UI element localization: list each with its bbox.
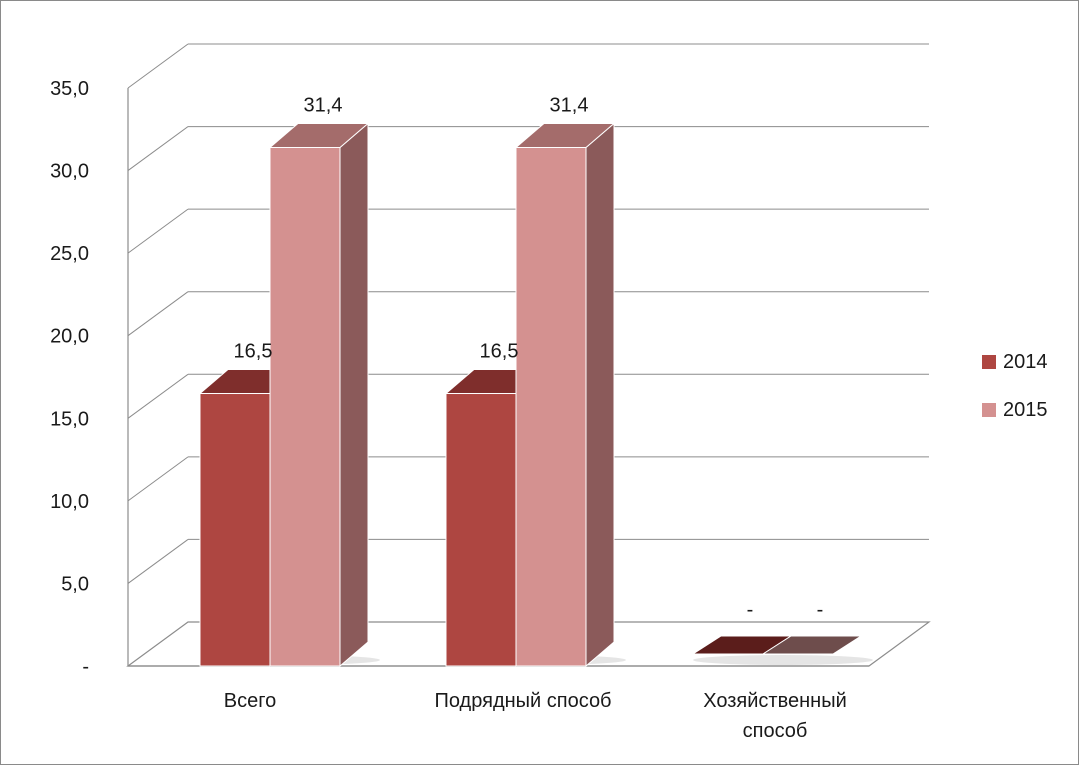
bar xyxy=(445,393,517,667)
y-tick-label: 5,0 xyxy=(61,573,89,595)
gridline-side xyxy=(127,456,189,502)
legend-swatch xyxy=(982,355,996,369)
data-label: 31,4 xyxy=(304,94,343,116)
data-label: - xyxy=(817,599,824,621)
x-tick-label: Подрядный способ xyxy=(434,690,611,712)
data-labels: 16,5 31,4 16,5 31,4 - - xyxy=(234,94,824,621)
x-tick-label: Хозяйственный способ xyxy=(703,690,847,742)
data-label: 16,5 xyxy=(480,341,519,363)
legend-label: 2014 xyxy=(1003,351,1048,373)
legend-label: 2015 xyxy=(1003,399,1048,421)
y-tick-label: 25,0 xyxy=(50,243,89,265)
chart-legend: 2014 2015 xyxy=(982,351,1048,421)
gridline-side xyxy=(127,539,189,584)
y-axis-ticks: - 5,0 10,0 15,0 20,0 25,0 30,0 35,0 xyxy=(50,78,89,678)
bar-floor-shadow xyxy=(693,655,873,665)
bar-top xyxy=(268,122,370,148)
y-tick-label: 35,0 xyxy=(50,78,89,100)
bar-zero xyxy=(761,635,863,655)
bar xyxy=(269,146,341,667)
chart-bars xyxy=(198,122,863,668)
bar-side xyxy=(585,122,615,668)
legend-swatch xyxy=(982,403,996,417)
bar-side xyxy=(339,122,369,668)
bar xyxy=(515,146,587,667)
gridline-side xyxy=(127,43,189,89)
bar xyxy=(199,393,271,667)
y-tick-label: 30,0 xyxy=(50,161,89,183)
y-tick-label: 20,0 xyxy=(50,326,89,348)
y-tick-label: 15,0 xyxy=(50,408,89,430)
data-label: 31,4 xyxy=(550,94,589,116)
gridline-side xyxy=(127,208,189,254)
bar-top xyxy=(514,122,616,148)
y-tick-label: 10,0 xyxy=(50,491,89,513)
data-label: - xyxy=(747,599,754,621)
x-tick-label: Всего xyxy=(224,690,276,712)
y-tick-label: - xyxy=(82,656,89,678)
gridline-side xyxy=(127,291,189,337)
data-label: 16,5 xyxy=(234,341,273,363)
gridline-side xyxy=(127,126,189,171)
gridline-side xyxy=(127,373,189,419)
x-axis-ticks: Всего Подрядный способ Хозяйственный способ xyxy=(224,690,847,742)
